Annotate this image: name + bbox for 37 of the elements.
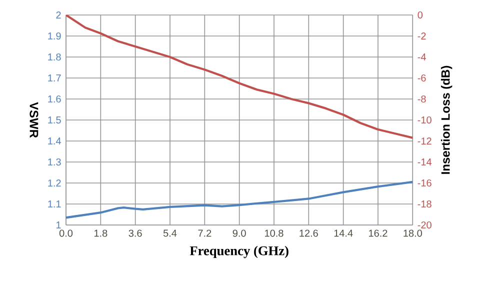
x-tick-label: 0.0 <box>59 230 73 237</box>
y-tick-label: 1.7 <box>48 74 61 82</box>
y-axis-title: VSWR <box>30 102 38 138</box>
y-tick-label: 1 <box>56 222 61 228</box>
line-series <box>66 180 413 219</box>
y2-tick-label: -6 <box>418 74 426 82</box>
x-tick-label: 14.4 <box>334 230 353 237</box>
x-tick-label: 7.2 <box>198 230 212 237</box>
y2-tick-label: 0 <box>418 11 423 19</box>
x-tick-label: 3.6 <box>128 230 142 237</box>
y2-axis-title: Insertion Loss (dB) <box>440 66 452 174</box>
x-tick-label: 5.4 <box>163 230 177 237</box>
y-tick-label: 1.2 <box>48 179 61 186</box>
y2-tick-label: -4 <box>418 54 426 60</box>
x-tick-label: 16.2 <box>369 230 388 237</box>
x-tick-label: 10.8 <box>265 230 284 237</box>
y2-tick-label: -12 <box>418 137 432 144</box>
y2-tick-label: -20 <box>418 221 432 229</box>
y2-tick-label: -14 <box>418 158 432 166</box>
x-tick-label: 12.6 <box>300 230 318 237</box>
y2-tick-label: -2 <box>418 32 426 40</box>
y-tick-label: 1.1 <box>48 200 61 208</box>
y2-tick-label: -18 <box>418 200 432 208</box>
y-tick-label: 1.5 <box>48 116 61 124</box>
y-tick-label: 1.9 <box>48 32 61 40</box>
x-tick-label: 1.8 <box>94 230 108 237</box>
x-tick-label: 18.0 <box>404 230 422 237</box>
y-tick-label: 1.3 <box>48 158 61 166</box>
y2-tick-label: -10 <box>418 116 432 124</box>
y2-tick-label: -16 <box>418 179 432 187</box>
y-tick-label: 1.6 <box>48 95 61 103</box>
x-axis-title: Frequency (GHz) <box>190 246 288 258</box>
y2-tick-label: -8 <box>418 95 426 103</box>
y-tick-label: 2 <box>56 12 61 18</box>
y-tick-label: 1.8 <box>48 53 61 61</box>
y-tick-label: 1.4 <box>48 138 61 144</box>
x-tick-label: 9.0 <box>232 230 246 237</box>
